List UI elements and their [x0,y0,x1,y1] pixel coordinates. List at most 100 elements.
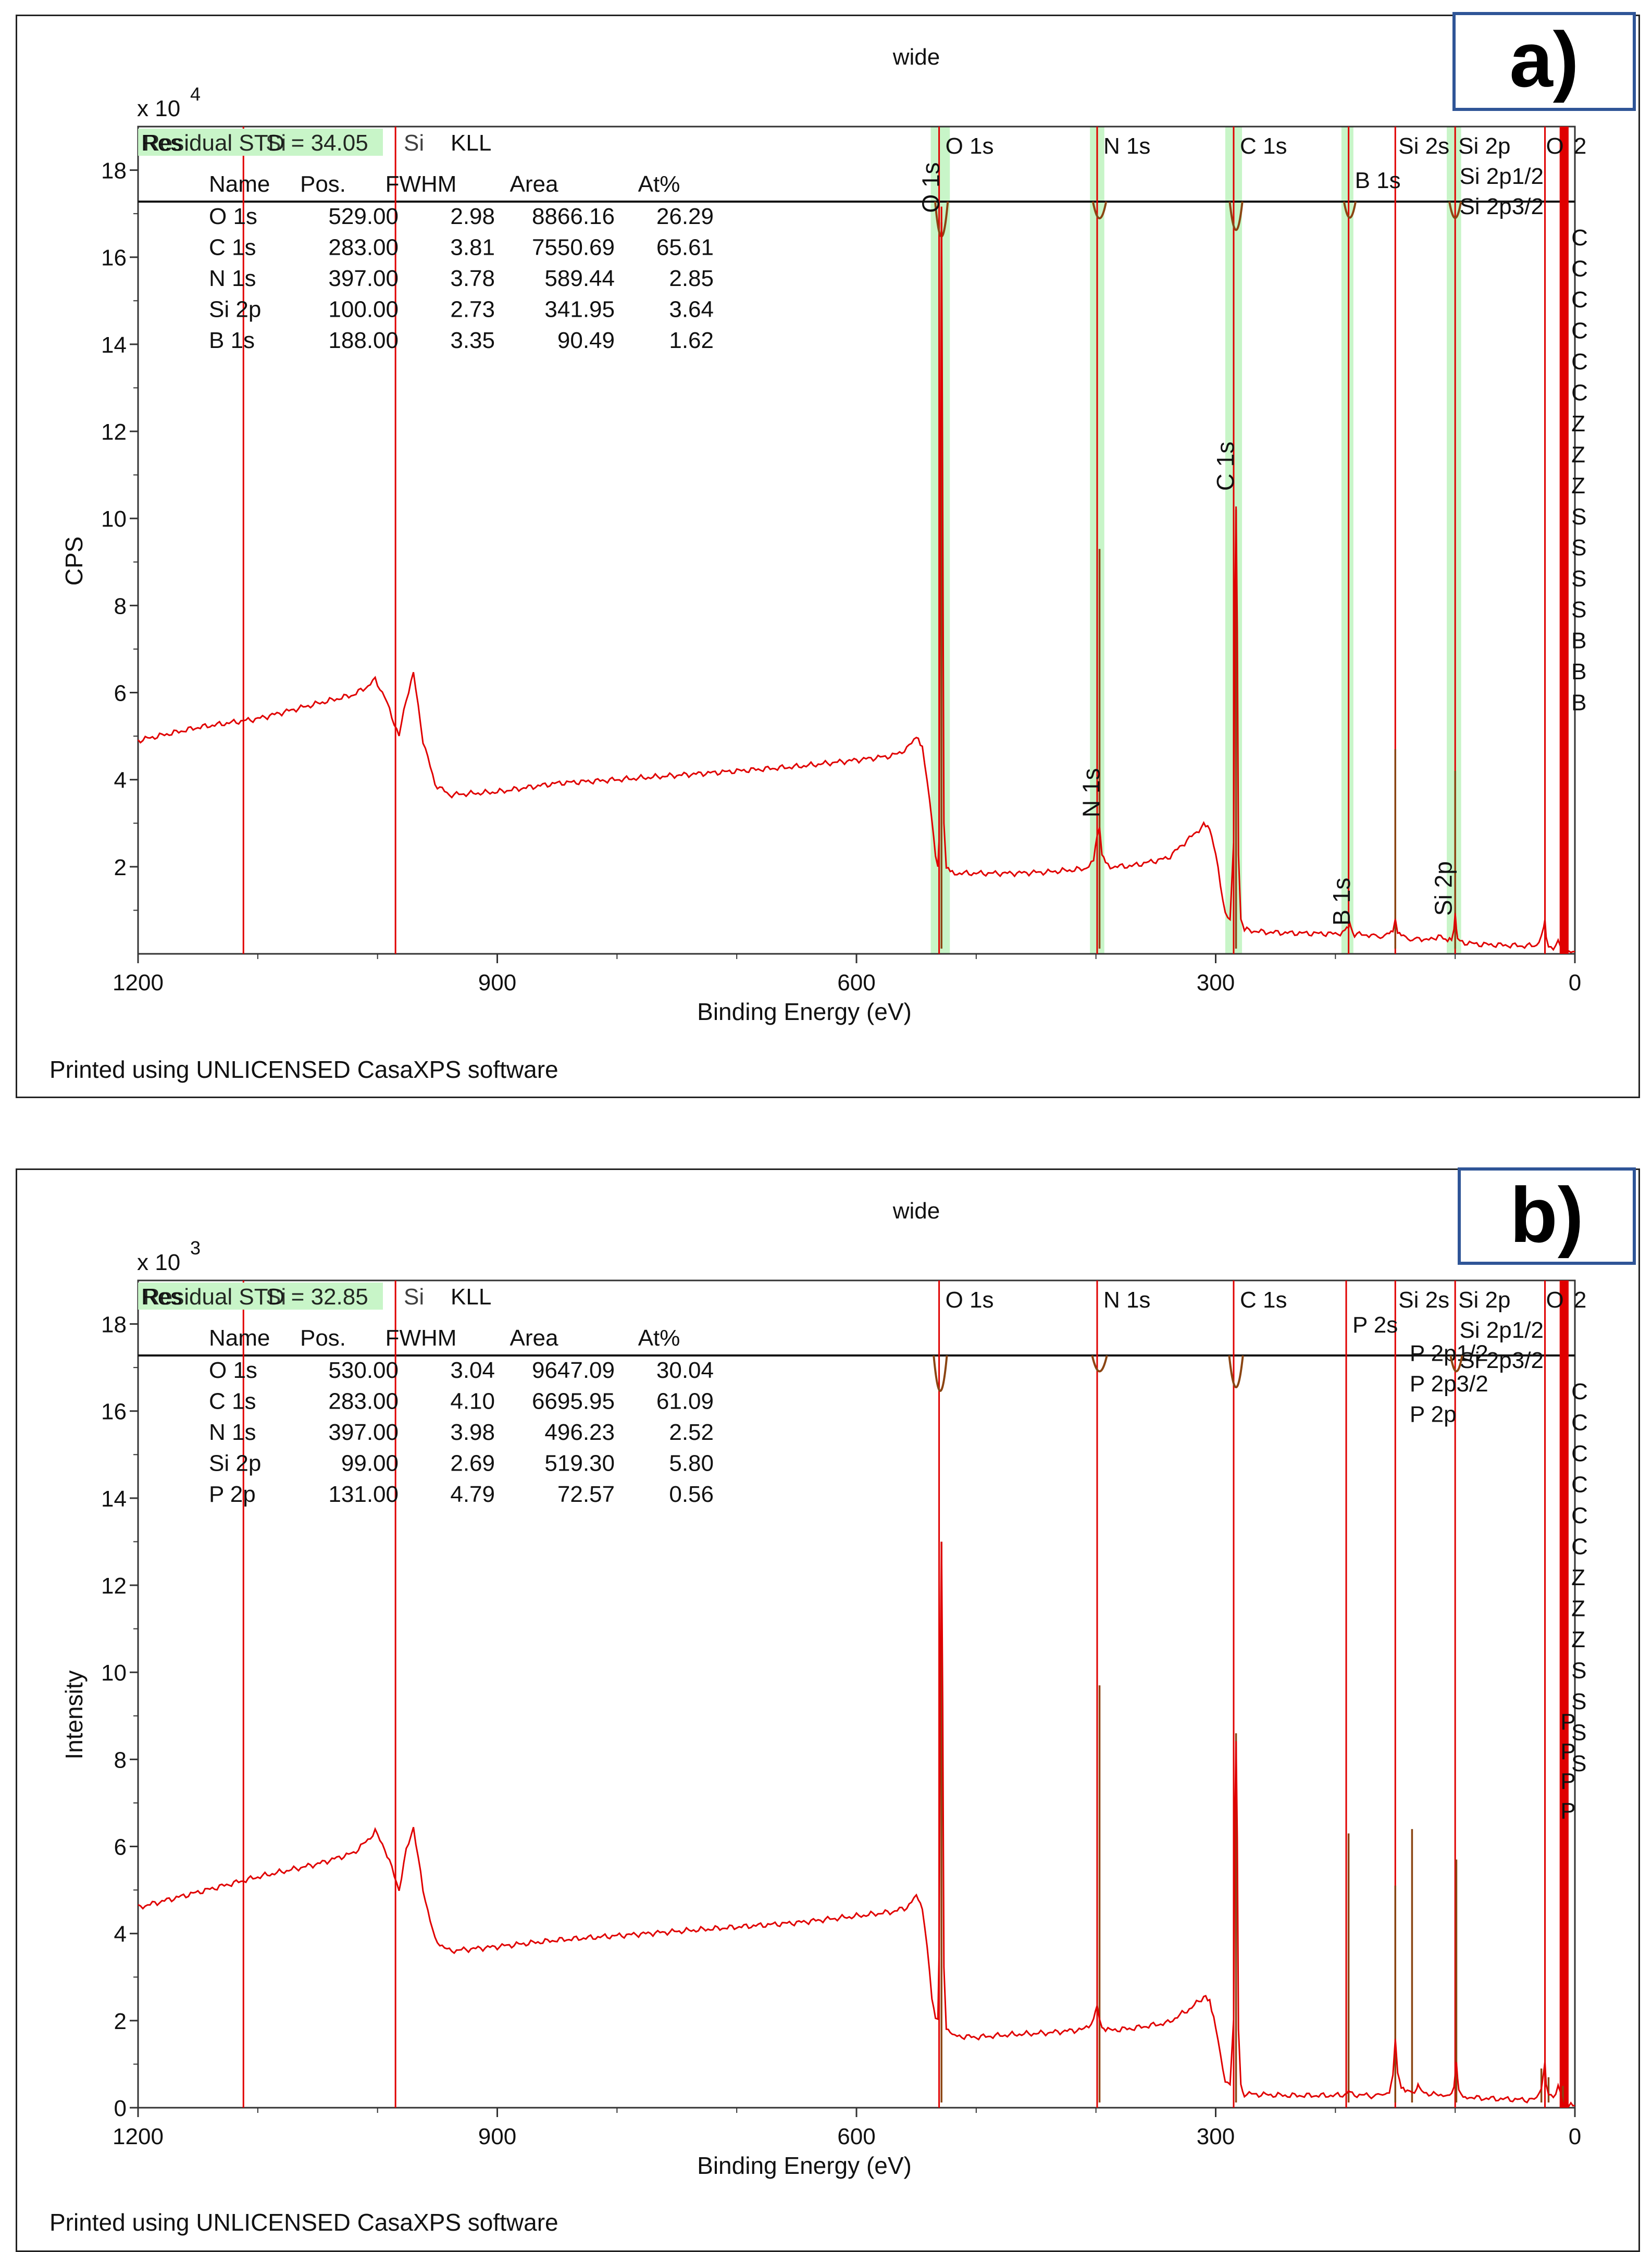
chart-a-ytick-label-1: 4 [114,768,127,793]
footer-note-b: Printed using UNLICENSED CasaXPS softwar… [49,2209,558,2236]
chart-b-edge-letter-7: Z [1571,1596,1585,1622]
chart-b-ytick-label-4: 8 [114,1747,127,1773]
chart-b-edge-letter-2: C [1571,1441,1588,1466]
chart-a-peak-label-3: B 1s [1328,878,1355,926]
chart-a-table-cell-0-1: 529.00 [328,204,399,229]
chart-a-xtick-label-0: 1200 [113,970,164,996]
chart-a-ytick-label-0: 2 [114,855,127,880]
chart-a-ytick-label-5: 12 [101,419,127,445]
chart-a-table-cell-3-2: 2.73 [450,297,495,322]
chart-a-table-cell-3-3: 341.95 [544,297,615,322]
chart-panel-a: wide O 1s N 1s C 1s B 1s Si 2s Si 2p Si 2p1/2 Si… [16,12,1640,1098]
chart-b-table-cell-2-4: 2.52 [669,1420,714,1445]
chart-a-edge-letter-6: Z [1571,411,1585,437]
chart-b-marker-label-7: Si 2p [1458,1287,1510,1313]
panel-label-badge-a: a) [1452,12,1636,111]
chart-b-edge-letter-6: Z [1571,1565,1585,1590]
chart-a-xtick-label-3: 300 [1197,970,1235,996]
chart-a-xtick-label-1: 900 [478,970,516,996]
chart-a-edge-letter-12: S [1571,597,1586,623]
chart-a-ytick-label-3: 8 [114,593,127,619]
chart-a-table-cell-1-1: 283.00 [328,235,399,260]
chart-a-table-cell-1-0: C 1s [209,235,256,260]
chart-b-component-dip-2 [1228,1355,1244,1388]
chart-b-edge-letter-p-1: P [1560,1739,1575,1764]
chart-a-peak-label-1: N 1s [1078,768,1105,817]
chart-b-table-header-1: Pos. [300,1325,346,1351]
chart-b-ytick-label-1: 2 [114,2009,127,2034]
chart-a-marker-label-5: B 1s [1355,168,1401,193]
chart-b-edge-letter-p-3: P [1560,1798,1575,1824]
chart-a-edge-letter-4: C [1571,349,1588,375]
chart-b-component-dip-1 [1091,1355,1108,1373]
chart-b-table-cell-1-4: 61.09 [656,1389,714,1414]
chart-b-extra-label-0: P 2p1/2 [1410,1341,1488,1366]
chart-a-edge-letter-8: Z [1571,473,1585,499]
chart-a-edge-letter-0: C [1571,225,1588,251]
chart-b-header-si-a: Si [404,1284,424,1310]
chart-b-edge-letter-9: S [1571,1658,1586,1684]
chart-b-table-cell-4-4: 0.56 [669,1482,714,1507]
chart-a-y-multiplier-base: x 10 [137,96,180,121]
chart-a-edge-letter-14: B [1571,659,1586,685]
chart-b-ytick-label-6: 12 [101,1573,127,1599]
chart-a-peak-label-0: O 1s [917,162,945,213]
chart-a-table-cell-4-0: B 1s [209,328,255,353]
chart-a-table-header-1: Pos. [300,171,346,197]
chart-b-marker-label-4: C 1s [1240,1287,1287,1313]
chart-b-table-cell-1-3: 6695.95 [532,1389,615,1414]
chart-b-header-res: Res [141,1284,182,1310]
chart-a-ytick-label-7: 16 [101,245,127,271]
chart-a-edge-letter-10: S [1571,535,1586,561]
chart-a-xtick-label-2: 600 [837,970,875,996]
chart-b-y-axis-label: Intensity [60,1670,88,1759]
chart-a-edge-letter-11: S [1571,566,1586,592]
chart-a-table-cell-0-0: O 1s [209,204,257,229]
chart-b-ytick-label-0: 0 [114,2096,127,2121]
chart-a-marker-label-7: Si 2p [1458,133,1510,159]
chart-b-extra-label-2: P 2p [1410,1402,1457,1427]
chart-a-table-cell-2-0: N 1s [209,266,256,291]
chart-b-edge-letter-p-2: P [1560,1769,1575,1794]
chart-a-edge-letter-9: S [1571,504,1586,530]
chart-a-edge-letter-1: C [1571,256,1588,282]
chart-a-table-cell-1-2: 3.81 [450,235,495,260]
chart-a-table-header-0: Name [209,171,270,197]
chart-a-table-header-3: Area [510,171,558,197]
chart-b-marker-label-6: Si 2s [1398,1287,1449,1313]
chart-b-table-cell-3-3: 519.30 [544,1451,615,1476]
panel-label-badge-b: b) [1458,1167,1636,1265]
chart-b-y-multiplier-exp: 3 [190,1237,201,1259]
chart-a-component-dip-1 [1091,201,1108,219]
chart-a-peak-label-2: C 1s [1212,442,1239,491]
chart-b-table-cell-1-2: 4.10 [450,1389,495,1414]
chart-b-ytick-label-8: 16 [101,1399,127,1425]
chart-b-marker-label-10: O [1546,1287,1564,1313]
chart-b-header-highlight [138,1283,383,1310]
chart-b-edge-letter-4: C [1571,1503,1588,1528]
chart-b-table-cell-4-2: 4.79 [450,1482,495,1507]
chart-b-table-cell-2-3: 496.23 [544,1420,615,1445]
chart-a-edge-letter-7: Z [1571,442,1585,468]
chart-b-marker-label-3: N 1s [1103,1287,1150,1313]
chart-a-ytick-label-6: 14 [101,332,127,358]
chart-b-edge-letter-3: C [1571,1472,1588,1498]
chart-b-table-cell-0-1: 530.00 [328,1358,399,1383]
chart-a-table-cell-1-4: 65.61 [656,235,714,260]
chart-b-xtick-label-2: 600 [837,2124,875,2149]
chart-a-table-cell-3-4: 3.64 [669,297,714,322]
chart-a-table-cell-1-3: 7550.69 [532,235,615,260]
chart-a-ytick-label-2: 6 [114,681,127,706]
chart-a-table-cell-4-2: 3.35 [450,328,495,353]
chart-a-table-cell-4-4: 1.62 [669,328,714,353]
footer-note-a: Printed using UNLICENSED CasaXPS softwar… [49,1056,558,1083]
chart-b-ytick-label-2: 4 [114,1922,127,1947]
chart-b-table-cell-0-4: 30.04 [656,1358,714,1383]
chart-a-marker-label-4: C 1s [1240,133,1287,159]
chart-a-y-axis-label: CPS [60,537,88,586]
chart-a-ytick-label-4: 10 [101,506,127,532]
chart-b-edge-letter-p-0: P [1560,1709,1575,1735]
chart-b-table-cell-3-1: 99.00 [341,1451,399,1476]
chart-a-edge-letter-5: C [1571,380,1588,406]
